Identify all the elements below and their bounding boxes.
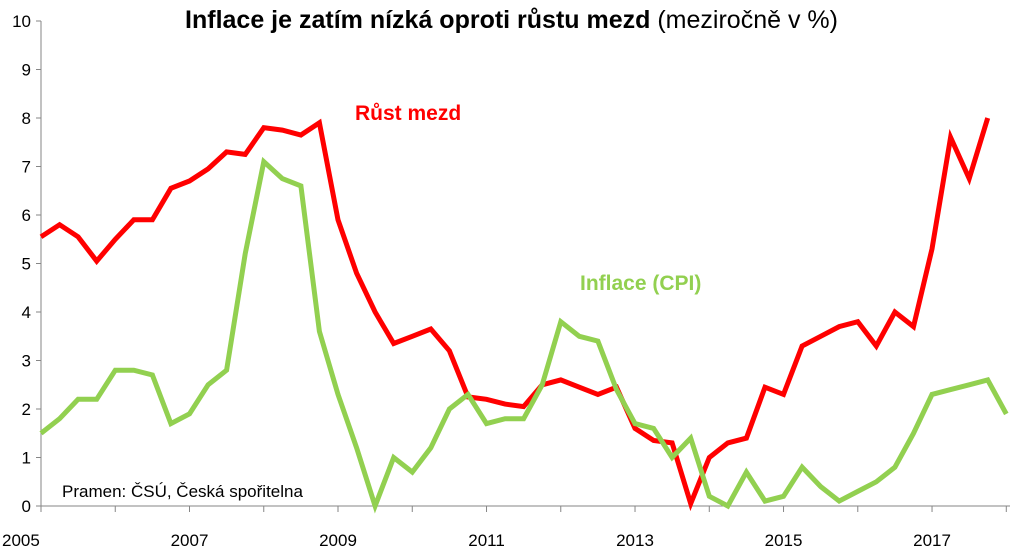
- y-tick-label: 7: [22, 158, 31, 177]
- x-tick-label: 2005: [2, 531, 40, 550]
- y-tick-label: 10: [12, 12, 31, 31]
- series-label-cpi: Inflace (CPI): [580, 272, 701, 295]
- series-line-wages: [39, 117, 991, 512]
- x-tick-label: 2007: [171, 531, 209, 550]
- series-line-cpi: [39, 156, 1009, 514]
- series-lines: [39, 117, 1009, 514]
- y-tick-label: 8: [22, 109, 31, 128]
- y-tick-label: 5: [22, 255, 31, 274]
- chart-title: Inflace je zatím nízká oproti růstu mezd…: [0, 6, 1023, 35]
- y-tick-label: 0: [22, 497, 31, 516]
- x-tick-label: 2015: [765, 531, 803, 550]
- series-label-wages: Růst mezd: [355, 102, 461, 125]
- y-tick-label: 9: [22, 61, 31, 80]
- y-tick-label: 3: [22, 352, 31, 371]
- y-tick-label: 1: [22, 449, 31, 468]
- chart-subtitle: (meziročně v %): [657, 6, 838, 34]
- chart-title-main: Inflace je zatím nízká oproti růstu mezd: [185, 6, 651, 34]
- y-tick-label: 4: [22, 303, 31, 322]
- y-tick-label: 2: [22, 400, 31, 419]
- x-tick-label: 2013: [616, 531, 654, 550]
- x-tick-label: 2017: [913, 531, 951, 550]
- axes: 0 1 2 3 4 5 6 7 8 9 10 2005 2007 2009 2011 2013 2015 2017: [2, 12, 1010, 550]
- x-tick-label: 2009: [319, 531, 357, 550]
- source-note: Pramen: ČSÚ, Česká spořitelna: [62, 482, 303, 501]
- x-tick-label: 2011: [468, 531, 505, 550]
- y-tick-label: 6: [22, 206, 31, 225]
